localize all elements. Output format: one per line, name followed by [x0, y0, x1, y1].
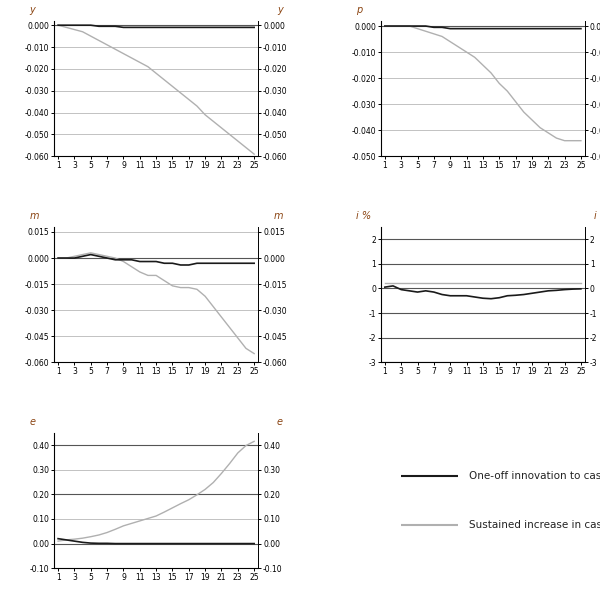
Text: e: e	[29, 417, 35, 427]
Text: y: y	[277, 5, 283, 15]
Text: i %: i %	[356, 211, 371, 221]
Text: y: y	[29, 5, 35, 15]
Text: i %: i %	[595, 211, 600, 221]
Text: m: m	[273, 211, 283, 221]
Text: p: p	[356, 5, 362, 15]
Text: One-off innovation to cash rate: One-off innovation to cash rate	[469, 471, 600, 481]
Text: Sustained increase in cash rate: Sustained increase in cash rate	[469, 520, 600, 530]
Text: m: m	[29, 211, 39, 221]
Text: e: e	[277, 417, 283, 427]
